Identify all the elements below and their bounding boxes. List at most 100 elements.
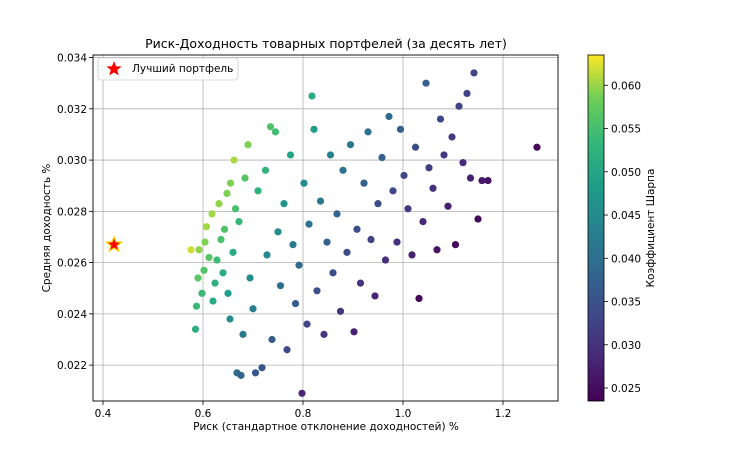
data-point	[220, 225, 229, 233]
data-point	[381, 256, 390, 264]
legend-label: Лучший портфель	[132, 63, 233, 75]
data-point	[192, 302, 201, 310]
data-point	[263, 251, 271, 259]
data-point	[463, 89, 471, 98]
data-point	[308, 92, 316, 100]
data-point	[313, 287, 321, 295]
colorbar-tick-label: 0.025	[611, 383, 641, 395]
data-point	[261, 166, 270, 174]
chart-title: Риск-Доходность товарных портфелей (за д…	[145, 36, 507, 51]
data-point	[241, 174, 249, 182]
plot-frame	[92, 54, 559, 402]
data-point	[484, 176, 492, 185]
data-point	[425, 164, 433, 172]
data-point	[346, 141, 355, 149]
colorbar-label: Коэффициент Шарпа	[645, 169, 657, 288]
best-portfolio-star	[104, 234, 124, 253]
x-tick-label: 1.2	[495, 408, 512, 420]
data-point	[231, 205, 240, 213]
data-point	[333, 210, 341, 218]
data-point	[274, 228, 282, 236]
colorbar-tick-label: 0.035	[611, 297, 641, 309]
y-tick-label: 0.034	[57, 53, 87, 65]
data-point	[367, 235, 375, 244]
data-point	[198, 289, 206, 297]
data-point	[237, 371, 245, 379]
data-point	[194, 274, 202, 282]
data-point	[329, 269, 337, 277]
x-tick-label: 0.6	[195, 408, 212, 420]
data-point	[223, 189, 231, 197]
data-point	[229, 248, 237, 256]
data-point	[440, 151, 448, 159]
data-point	[195, 246, 203, 254]
y-tick-label: 0.026	[57, 258, 87, 270]
data-point	[419, 217, 427, 226]
data-point	[422, 79, 430, 87]
data-point	[448, 133, 456, 141]
data-point	[205, 253, 213, 262]
data-point	[459, 159, 467, 167]
data-point	[280, 200, 288, 208]
data-point	[356, 279, 365, 287]
data-point	[244, 141, 252, 149]
data-point	[320, 330, 328, 338]
data-point	[310, 125, 318, 133]
data-point	[283, 346, 291, 354]
colorbar-tick-label: 0.055	[611, 124, 641, 136]
x-axis-ticks: 0.4 0.6 0.8 1.0 1.2	[95, 401, 512, 420]
y-tick-label: 0.022	[57, 360, 87, 372]
data-point	[268, 335, 276, 344]
data-point	[350, 328, 358, 336]
data-point	[209, 297, 217, 305]
data-point	[400, 171, 408, 180]
colorbar	[587, 54, 605, 402]
data-point	[271, 128, 280, 136]
data-point	[478, 176, 486, 185]
data-point	[217, 235, 225, 244]
data-point	[326, 151, 335, 159]
data-point	[339, 166, 347, 174]
data-point	[298, 389, 306, 397]
data-point	[343, 248, 351, 256]
data-point	[396, 125, 405, 133]
data-point	[316, 197, 325, 205]
data-point	[276, 282, 285, 290]
y-tick-label: 0.028	[57, 206, 87, 218]
data-point	[411, 143, 420, 151]
data-point	[451, 241, 460, 249]
data-point	[226, 315, 234, 323]
data-point	[251, 369, 260, 377]
data-point	[436, 115, 445, 123]
gridlines	[93, 55, 558, 401]
data-point	[187, 246, 195, 254]
data-point	[230, 156, 238, 164]
data-point	[254, 187, 262, 195]
data-point	[208, 210, 216, 218]
y-tick-label: 0.030	[57, 155, 87, 167]
data-point	[466, 174, 475, 182]
x-axis-label: Риск (стандартное отклонение доходностей…	[193, 421, 459, 433]
data-point	[429, 184, 437, 192]
data-point	[258, 364, 266, 372]
data-point	[219, 269, 227, 277]
data-point	[235, 217, 243, 226]
data-point	[389, 187, 397, 195]
data-point	[191, 325, 200, 333]
data-point	[249, 305, 257, 313]
data-point	[202, 223, 211, 231]
data-point	[305, 220, 313, 228]
colorbar-tick-label: 0.060	[611, 80, 641, 92]
data-point	[226, 179, 235, 187]
data-point	[455, 102, 463, 110]
legend: Лучший портфель	[97, 57, 239, 81]
data-point	[353, 225, 361, 233]
data-point	[201, 238, 209, 246]
data-point	[360, 179, 368, 187]
data-point	[474, 215, 482, 223]
y-axis-label: Средняя доходность %	[41, 164, 53, 293]
colorbar-tick-label: 0.040	[611, 253, 641, 265]
data-point	[295, 261, 303, 269]
data-point	[378, 153, 386, 162]
